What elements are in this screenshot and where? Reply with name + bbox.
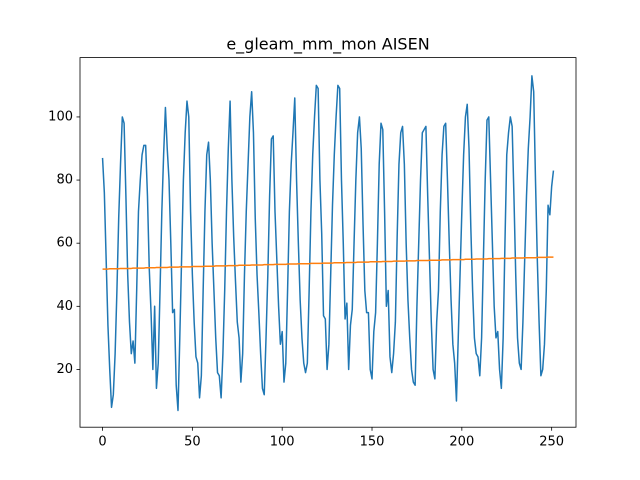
y-tick-label: 60 (56, 236, 73, 251)
plot-frame (79, 57, 577, 428)
x-tick-label: 200 (449, 435, 474, 450)
x-tick-label: 150 (360, 435, 385, 450)
x-tick-label: 50 (184, 435, 201, 450)
y-tick-label: 100 (48, 109, 73, 124)
y-tick-label: 80 (56, 173, 73, 188)
x-tick-label: 100 (270, 435, 295, 450)
series-line (101, 75, 555, 412)
y-tick-label: 40 (56, 299, 73, 314)
x-tick-label: 0 (98, 435, 106, 450)
chart-title: e_gleam_mm_mon AISEN (226, 35, 429, 55)
x-tick-label: 250 (539, 435, 564, 450)
y-tick-label: 20 (56, 362, 73, 377)
series-line (102, 256, 554, 270)
